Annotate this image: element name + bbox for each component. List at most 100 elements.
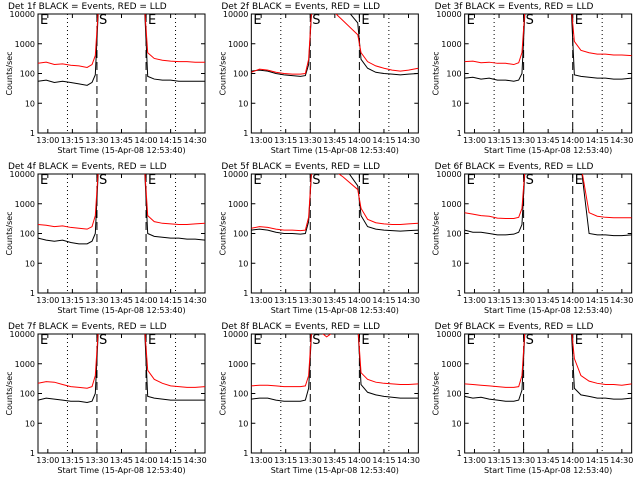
panel: Det 4f BLACK = Events, RED = LLD 1 10 100 10… [5,162,207,315]
series-line [251,334,419,388]
x-tick-label: 13:00 [250,456,273,465]
x-tick-label: 13:45 [110,296,133,305]
x-tick-label: 13:00 [36,456,59,465]
annotation: S [99,173,107,188]
y-tick-label: 100 [20,230,35,239]
y-tick-label: 10 [25,419,35,428]
x-tick-label: 13:00 [36,296,59,305]
y-tick-label: 1000 [228,360,248,369]
x-tick-label: 13:15 [61,296,84,305]
x-tick-label: 14:30 [184,296,207,305]
panel-title: Det 4f BLACK = Events, RED = LLD [8,162,167,172]
annotation: E [253,13,261,28]
annotation: E [40,173,48,188]
annotation: S [99,333,107,348]
x-tick-label: 14:15 [372,136,395,145]
y-tick-label: 10 [451,99,461,108]
annotation: S [526,173,534,188]
series-line [464,174,632,219]
x-tick-label: 14:15 [159,296,182,305]
y-tick-label: 10000 [223,10,248,19]
y-axis-label: Counts/sec [218,211,227,255]
series-line [38,334,205,389]
y-tick-label: 1000 [441,360,461,369]
x-axis-label: Start Time (15-Apr-08 12:53:40) [271,466,399,475]
annotation: E [575,333,583,348]
annotation: S [99,13,107,28]
x-axis-label: Start Time (15-Apr-08 12:53:40) [484,466,612,475]
x-tick-label: 14:15 [372,296,395,305]
x-tick-label: 13:45 [537,136,560,145]
y-tick-label: 100 [446,390,461,399]
x-tick-label: 13:45 [110,136,133,145]
annotation: E [148,173,156,188]
y-tick-label: 1000 [441,40,461,49]
annotation: S [526,13,534,28]
x-axis-label: Start Time (15-Apr-08 12:53:40) [271,306,399,315]
x-tick-label: 14:00 [561,296,584,305]
x-tick-label: 14:15 [372,456,395,465]
y-tick-label: 10000 [436,330,461,339]
y-tick-label: 1000 [15,40,35,49]
x-tick-label: 14:00 [561,136,584,145]
y-tick-label: 10 [25,99,35,108]
x-tick-label: 13:45 [323,456,346,465]
plot-frame [37,13,206,134]
x-tick-label: 13:30 [85,296,108,305]
series-line [464,334,632,402]
y-tick-label: 100 [446,230,461,239]
panel-title: Det 2f BLACK = Events, RED = LLD [221,2,380,12]
y-tick-label: 1 [457,449,462,458]
x-tick-label: 13:15 [488,296,511,305]
plot-frame [464,13,633,134]
x-tick-label: 13:15 [488,136,511,145]
panel: Det 7f BLACK = Events, RED = LLD 1 10 100 10… [5,322,207,475]
y-tick-label: 100 [20,70,35,79]
x-tick-label: 13:15 [274,136,297,145]
x-tick-label: 13:30 [85,456,108,465]
x-tick-label: 13:30 [299,136,322,145]
y-axis-label: Counts/sec [218,51,227,95]
x-axis-label: Start Time (15-Apr-08 12:53:40) [57,466,185,475]
y-tick-label: 10 [238,99,248,108]
series-line [251,174,419,232]
series-line [251,14,419,77]
x-tick-label: 14:15 [586,456,609,465]
y-tick-label: 10000 [10,10,35,19]
y-axis-label: Counts/sec [432,51,441,95]
y-axis-label: Counts/sec [432,211,441,255]
x-tick-label: 14:00 [561,456,584,465]
x-tick-label: 13:45 [537,456,560,465]
y-axis-label: Counts/sec [5,211,14,255]
panel-title: Det 6f BLACK = Events, RED = LLD [435,162,594,172]
x-axis-label: Start Time (15-Apr-08 12:53:40) [484,306,612,315]
series-line [464,14,632,66]
x-axis-label: Start Time (15-Apr-08 12:53:40) [271,146,399,155]
x-tick-label: 14:15 [159,456,182,465]
panel: Det 2f BLACK = Events, RED = LLD 1 10 100 10… [218,2,420,155]
plot-frame [37,333,206,454]
series-line [251,334,419,402]
x-tick-label: 13:30 [512,136,535,145]
annotation: S [526,333,534,348]
x-tick-label: 13:45 [110,456,133,465]
series-line [464,174,632,237]
annotation: E [361,333,369,348]
panel: Det 5f BLACK = Events, RED = LLD 1 10 100 10… [218,162,420,315]
x-tick-label: 13:30 [512,296,535,305]
x-tick-label: 14:00 [348,136,371,145]
x-tick-label: 13:30 [85,136,108,145]
y-tick-label: 100 [233,70,248,79]
series-line [251,174,419,235]
panel-title: Det 8f BLACK = Events, RED = LLD [221,322,380,332]
x-tick-label: 13:15 [61,136,84,145]
x-tick-label: 14:30 [610,296,633,305]
annotation: E [148,13,156,28]
series-line [38,14,205,68]
annotation: S [312,333,320,348]
panel: Det 6f BLACK = Events, RED = LLD 1 10 100 10… [432,162,634,315]
annotation: E [361,173,369,188]
x-tick-label: 13:15 [61,456,84,465]
annotation: E [575,13,583,28]
x-tick-label: 14:30 [397,296,420,305]
